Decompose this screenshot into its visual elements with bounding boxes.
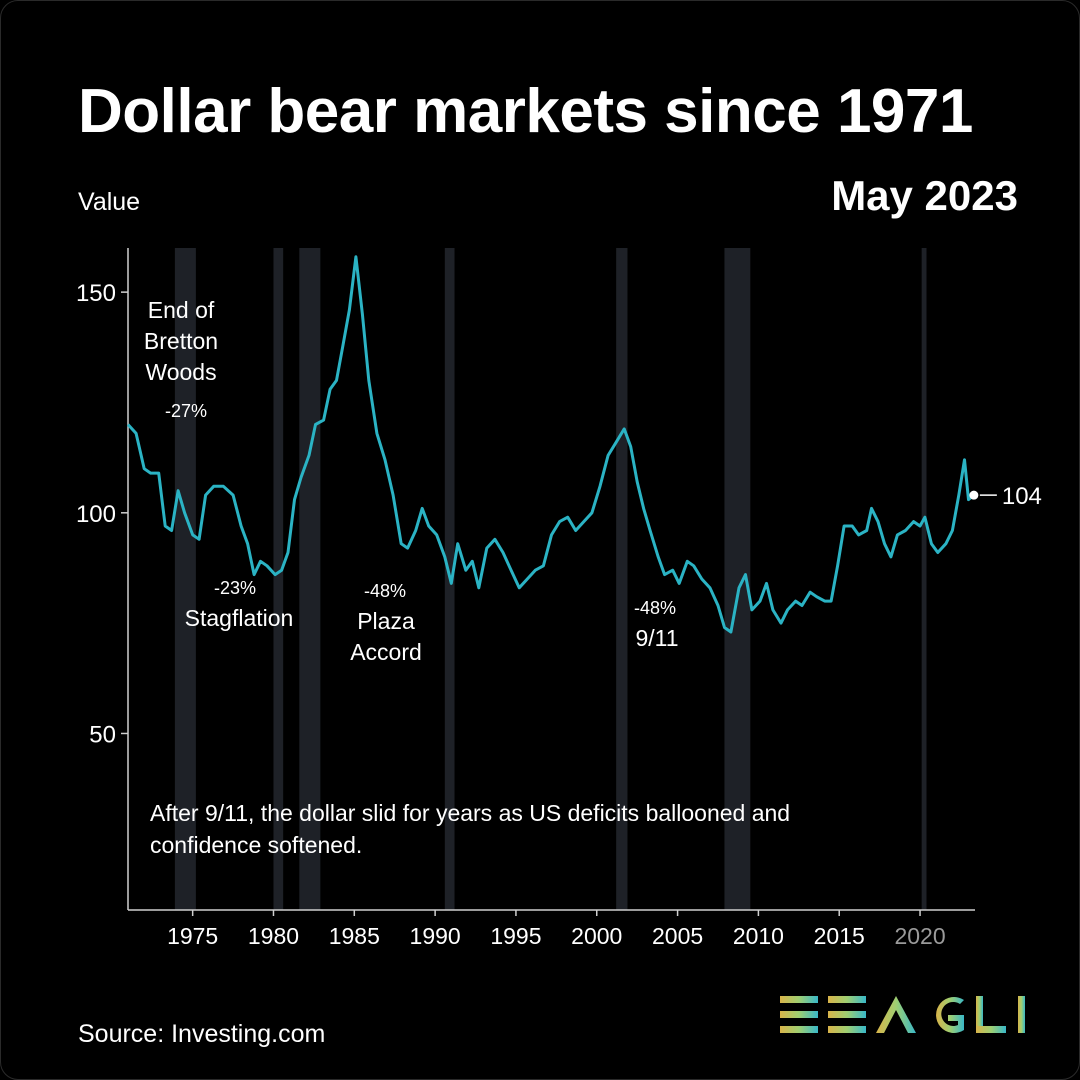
y-tick-label: 100 [76, 501, 116, 528]
recession-band-0 [174, 248, 196, 910]
annotation-bretton-woods: End of [148, 297, 215, 323]
x-tick-label: 2005 [652, 923, 703, 949]
source-label: Source: Investing.com [78, 1020, 326, 1048]
axes [121, 248, 975, 916]
x-tick-label: 2010 [733, 923, 784, 949]
annotation-stagflation: Stagflation [185, 605, 294, 631]
annotation-bretton-woods: Woods [145, 359, 216, 385]
x-tick-label: 2015 [814, 923, 865, 949]
recession-band-1 [273, 248, 284, 910]
series-line-0 [126, 255, 975, 634]
note-text: After 9/11, the dollar slid for years as… [150, 800, 790, 858]
x-tick-label: 1975 [167, 923, 218, 949]
tick-labels: 50 100 150 1975 1980 1985 1990 1995 2000 2005 2010… [76, 280, 946, 949]
date-label: May 2023 [831, 172, 1018, 219]
annotation-plaza-accord-pct: -48% [364, 581, 406, 601]
note-line: confidence softened. [150, 832, 362, 858]
annotation-bretton-woods: Bretton [144, 328, 218, 354]
recession-band-6 [921, 248, 927, 910]
annotation-bretton-woods-pct: -27% [165, 401, 207, 421]
y-tick-label: 50 [89, 721, 116, 748]
last-value-label: 104 [1002, 483, 1042, 510]
series-lines: 104 [126, 255, 1042, 634]
y-axis-label: Value [78, 188, 141, 216]
note-line: After 9/11, the dollar slid for years as… [150, 800, 790, 826]
chart-title: Dollar bear markets since 1971 [78, 77, 973, 146]
annotation-plaza-accord: Accord [350, 639, 422, 665]
recession-band-2 [299, 248, 321, 910]
x-tick-label: 1990 [410, 923, 461, 949]
x-tick-label: 1995 [490, 923, 541, 949]
recession-band-4 [616, 248, 628, 910]
brand-logo [780, 996, 1025, 1033]
last-value-dot [969, 490, 979, 500]
x-tick-label: 2020 [894, 923, 945, 949]
annotations: End of Bretton Woods -27% -23% Stagflation -48… [144, 297, 679, 665]
x-tick-label: 2000 [571, 923, 622, 949]
annotation-911-pct: -48% [634, 598, 676, 618]
y-tick-label: 150 [76, 280, 116, 307]
annotation-plaza-accord: Plaza [357, 608, 415, 634]
annotation-911: 9/11 [635, 625, 678, 651]
annotation-stagflation-pct: -23% [214, 578, 256, 598]
x-tick-label: 1985 [329, 923, 380, 949]
x-tick-label: 1980 [248, 923, 299, 949]
